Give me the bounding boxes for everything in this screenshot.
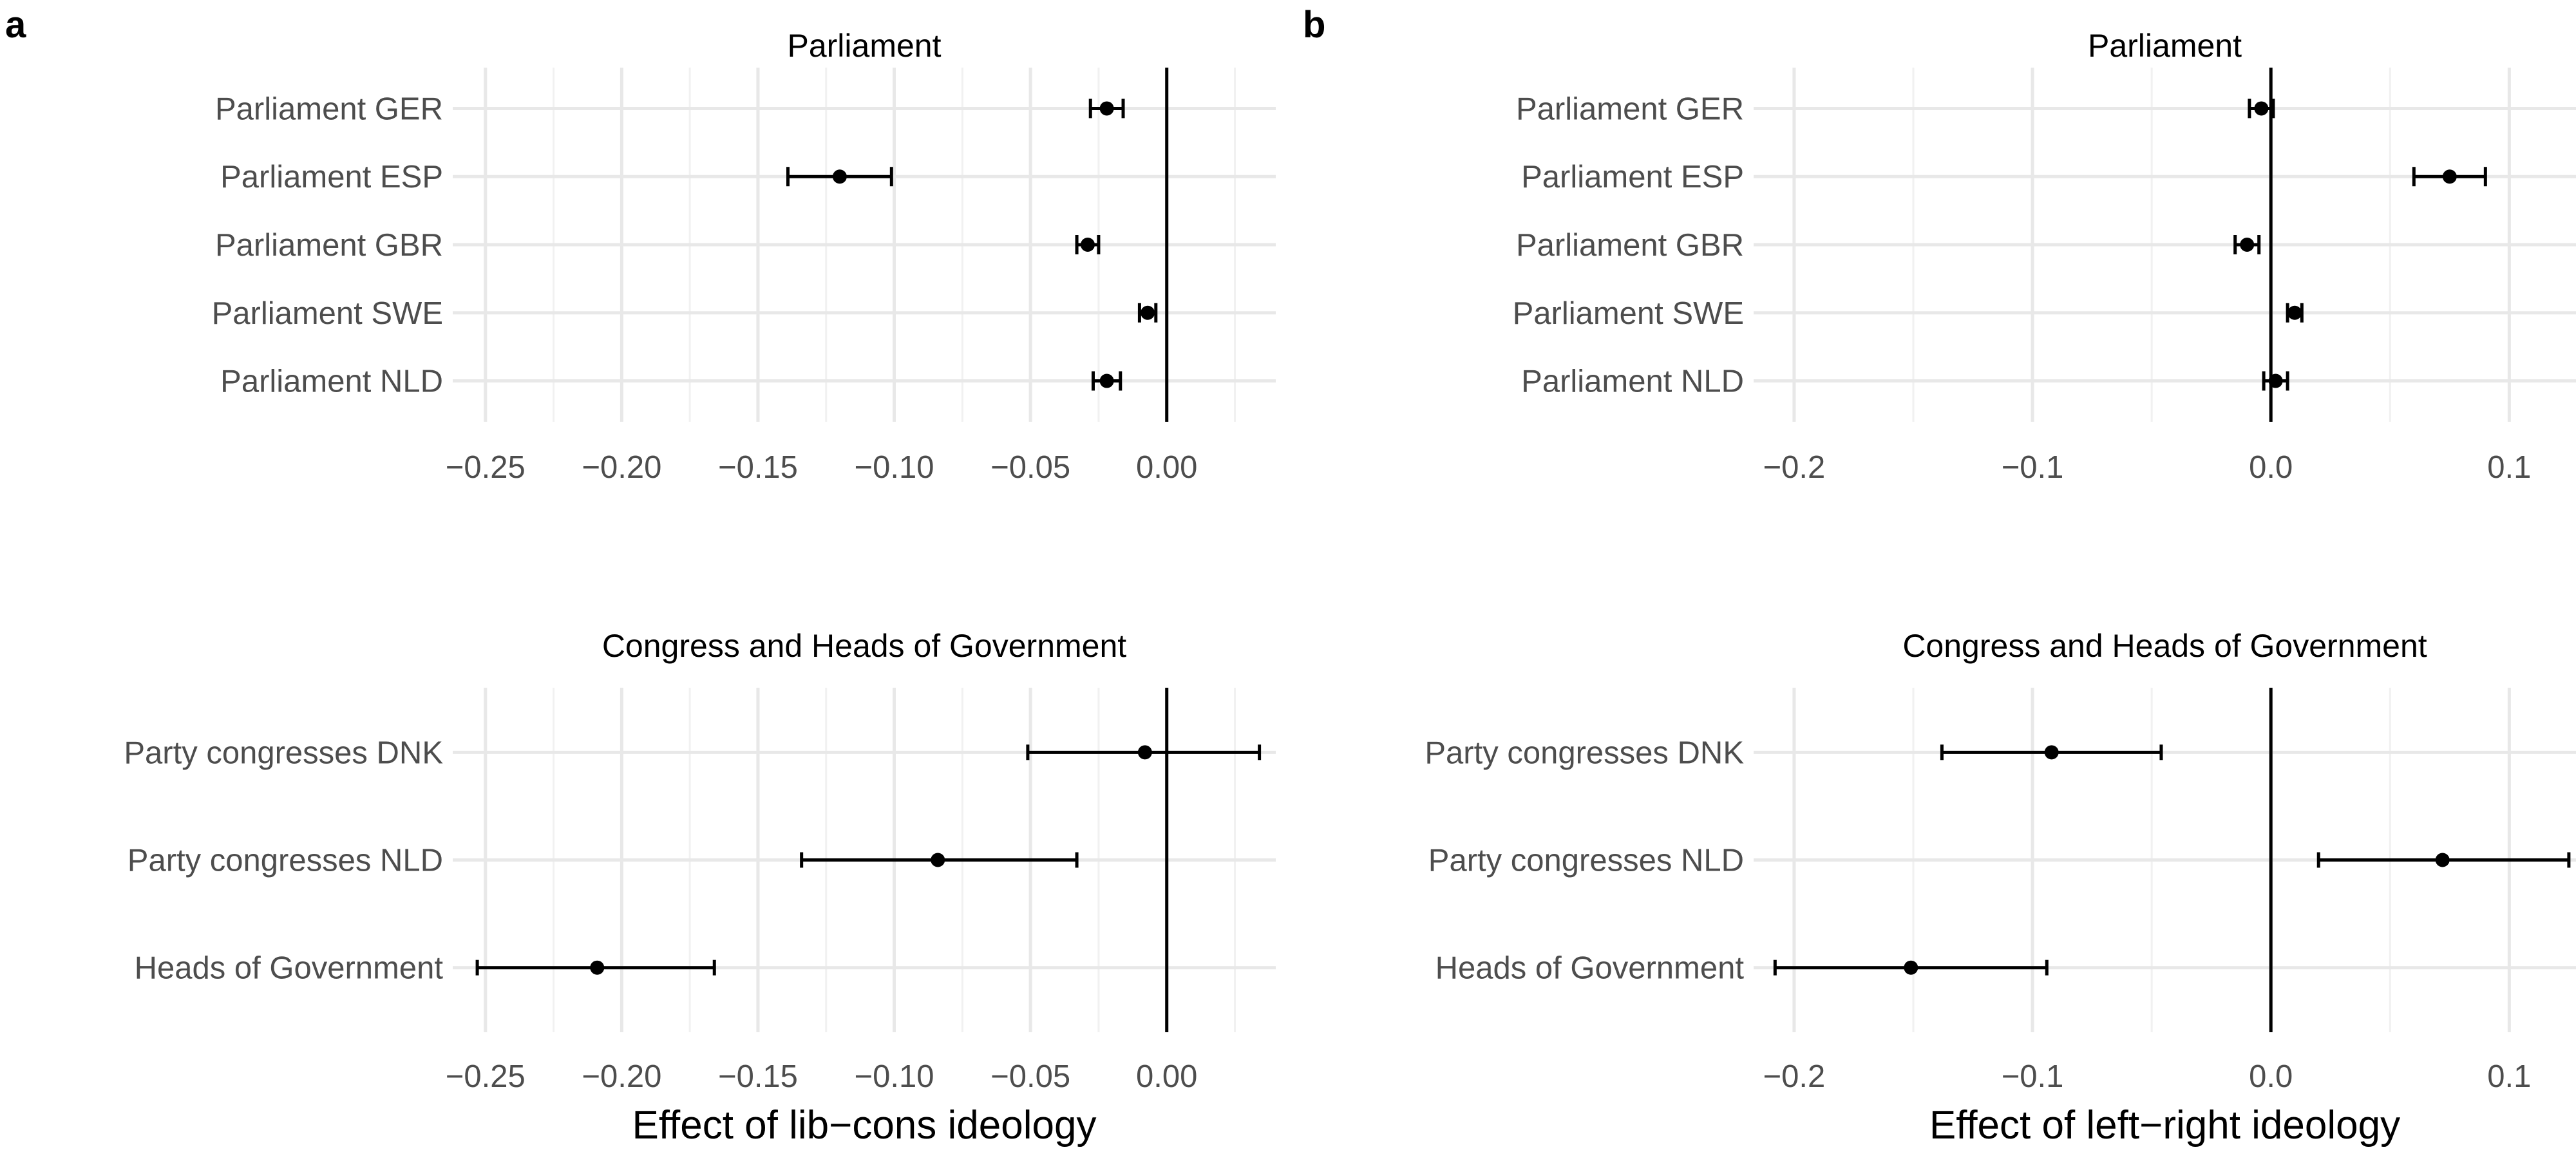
x-tick-label: −0.2 — [1763, 450, 1826, 485]
category-label: Parliament GER — [1516, 91, 1744, 126]
point-estimate — [1099, 101, 1114, 116]
category-label: Party congresses NLD — [1428, 844, 1744, 878]
x-tick-label: 0.1 — [2487, 450, 2531, 485]
category-label: Parliament GER — [215, 91, 443, 126]
category-label: Party congresses NLD — [128, 844, 443, 878]
panel-letter-a: a — [5, 4, 26, 46]
x-tick-label: −0.25 — [446, 1059, 526, 1094]
subplot-title: Parliament — [2088, 28, 2242, 64]
x-tick-label: −0.25 — [446, 450, 526, 485]
category-label: Party congresses DNK — [124, 735, 443, 770]
category-label: Party congresses DNK — [1425, 735, 1744, 770]
point-estimate — [2240, 238, 2255, 252]
category-label: Heads of Government — [1435, 951, 1745, 986]
x-tick-label: −0.1 — [2002, 1059, 2064, 1094]
x-tick-label: 0.0 — [2249, 1059, 2293, 1094]
panel-letter-b: b — [1303, 4, 1325, 46]
category-label: Heads of Government — [135, 951, 444, 986]
point-estimate — [2254, 101, 2269, 116]
x-tick-label: −0.15 — [718, 450, 798, 485]
point-estimate — [2442, 169, 2457, 184]
point-estimate — [1099, 373, 1114, 388]
x-tick-label: −0.15 — [718, 1059, 798, 1094]
category-label: Parliament SWE — [1513, 296, 1744, 331]
subplot-title: Parliament — [788, 28, 942, 64]
category-label: Parliament SWE — [212, 296, 443, 331]
x-tick-label: −0.10 — [855, 1059, 934, 1094]
subplot-title: Congress and Heads of Government — [1902, 628, 2427, 664]
point-estimate — [2268, 373, 2283, 388]
x-tick-label: 0.1 — [2487, 1059, 2531, 1094]
plot-b-parliament: Parliament −0.2 −0.1 0.0 0.1 Parliament GER Pa… — [1513, 28, 2576, 485]
point-estimate — [2435, 853, 2450, 867]
x-tick-label: −0.2 — [1763, 1059, 1826, 1094]
x-axis-title: Effect of lib−cons ideology — [632, 1103, 1097, 1147]
x-axis-title: Effect of left−right ideology — [1929, 1103, 2400, 1147]
x-tick-label: −0.05 — [990, 1059, 1070, 1094]
x-tick-label: −0.20 — [582, 450, 661, 485]
plot-a-parliament: Parliament −0.25 −0.20 −0.15 −0.10 −0.05 0.00 P… — [212, 28, 1276, 485]
x-tick-label: 0.00 — [1136, 1059, 1197, 1094]
point-estimate — [1141, 305, 1155, 320]
point-estimate — [2044, 745, 2059, 760]
category-label: Parliament NLD — [1521, 364, 1744, 399]
category-label: Parliament NLD — [220, 364, 443, 399]
x-tick-label: 0.00 — [1136, 450, 1197, 485]
x-tick-label: −0.05 — [990, 450, 1070, 485]
x-tick-label: −0.10 — [855, 450, 934, 485]
point-estimate — [1081, 238, 1095, 252]
x-tick-label: 0.0 — [2249, 450, 2293, 485]
plot-a-congress: Congress and Heads of Government −0.25 −0.… — [124, 628, 1276, 1147]
category-label: Parliament ESP — [1521, 160, 1744, 194]
point-estimate — [1137, 745, 1152, 760]
plot-b-congress: Congress and Heads of Government −0.2 −0.1… — [1425, 628, 2576, 1147]
point-estimate — [1904, 960, 1918, 975]
point-estimate — [931, 853, 945, 867]
x-tick-label: −0.1 — [2002, 450, 2064, 485]
point-estimate — [2287, 305, 2302, 320]
category-label: Parliament ESP — [220, 160, 443, 194]
point-estimate — [832, 169, 847, 184]
point-estimate — [590, 960, 605, 975]
subplot-title: Congress and Heads of Government — [602, 628, 1126, 664]
category-label: Parliament GBR — [215, 228, 443, 263]
category-label: Parliament GBR — [1516, 228, 1744, 263]
x-tick-label: −0.20 — [582, 1059, 661, 1094]
